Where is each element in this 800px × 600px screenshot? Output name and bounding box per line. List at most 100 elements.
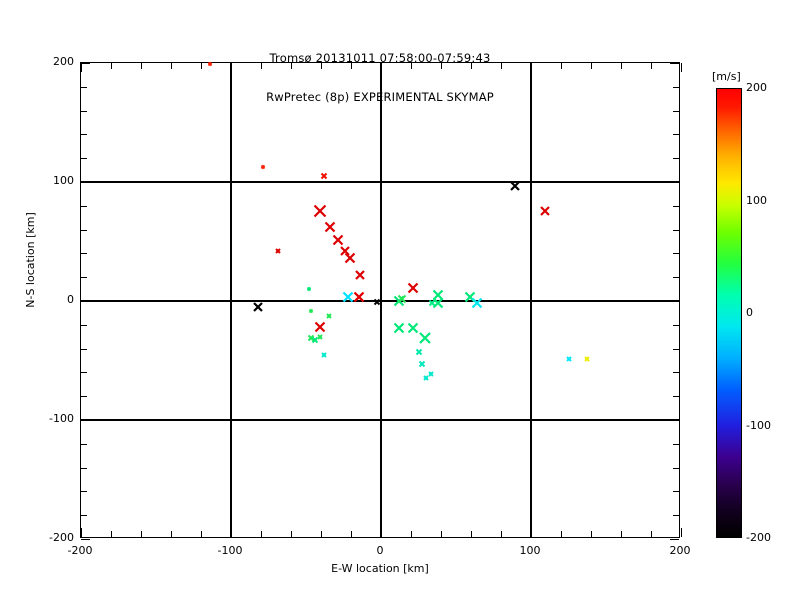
x-minor-tick xyxy=(651,63,652,69)
scatter-point xyxy=(321,351,327,358)
gridline-horizontal xyxy=(81,181,679,183)
scatter-point xyxy=(355,270,365,280)
scatter-point xyxy=(407,282,418,294)
y-major-tick xyxy=(81,301,90,302)
scatter-point xyxy=(428,300,436,307)
x-tick-label: 0 xyxy=(376,544,384,557)
y-tick-label: -100 xyxy=(49,412,74,425)
y-minor-tick xyxy=(81,491,87,493)
colorbar-unit-label: [m/s] xyxy=(712,70,741,83)
colorbar-tick-label: 0 xyxy=(746,306,753,319)
y-minor-tick xyxy=(673,205,679,207)
y-minor-tick xyxy=(81,229,87,231)
scatter-point xyxy=(393,323,405,334)
y-tick-label: 0 xyxy=(67,293,74,306)
x-minor-tick xyxy=(261,531,262,537)
scatter-point xyxy=(340,246,350,256)
x-axis-title: E-W location [km] xyxy=(331,562,429,575)
y-major-tick xyxy=(81,63,90,64)
scatter-point xyxy=(306,286,312,292)
x-tick-label: -200 xyxy=(67,544,93,557)
scatter-point xyxy=(583,356,590,363)
y-minor-tick xyxy=(81,158,87,160)
colorbar-tick-label: -100 xyxy=(746,418,771,432)
y-major-tick xyxy=(81,420,90,421)
scatter-point xyxy=(427,370,434,377)
x-major-tick xyxy=(531,63,532,72)
y-tick-label: -200 xyxy=(49,531,74,544)
y-minor-tick xyxy=(673,515,679,517)
plot-area[interactable] xyxy=(80,61,682,540)
x-minor-tick xyxy=(321,63,322,69)
x-major-tick xyxy=(81,528,82,537)
x-minor-tick xyxy=(561,63,562,69)
scatter-point xyxy=(314,321,325,333)
y-minor-tick xyxy=(673,110,679,112)
figure-title: Tromsø 20131011 07:58:00-07:59:43 RwPret… xyxy=(0,26,760,130)
x-major-tick xyxy=(231,63,232,72)
x-minor-tick xyxy=(141,63,142,69)
x-minor-tick xyxy=(171,63,172,69)
y-minor-tick xyxy=(81,110,87,112)
x-minor-tick xyxy=(471,531,472,537)
x-tick-label: 200 xyxy=(669,544,691,557)
x-minor-tick xyxy=(261,63,262,69)
gridline-horizontal xyxy=(81,300,679,302)
scatter-point xyxy=(320,172,328,180)
x-minor-tick xyxy=(141,531,142,537)
y-minor-tick xyxy=(81,205,87,207)
x-minor-tick xyxy=(621,63,622,69)
scatter-point xyxy=(325,313,332,320)
y-minor-tick xyxy=(673,372,679,374)
gridline-vertical xyxy=(380,63,382,537)
y-minor-tick xyxy=(673,86,679,88)
x-minor-tick xyxy=(651,531,652,537)
x-minor-tick xyxy=(291,531,292,537)
x-tick-label: -100 xyxy=(217,544,243,557)
y-minor-tick xyxy=(81,348,87,350)
y-minor-tick xyxy=(673,396,679,398)
colorbar-tick-label: -200 xyxy=(746,531,771,544)
scatter-point xyxy=(274,248,281,254)
x-major-tick xyxy=(231,528,232,537)
scatter-point xyxy=(432,289,444,301)
y-minor-tick xyxy=(81,515,87,517)
figure-title-line1: Tromsø 20131011 07:58:00-07:59:43 xyxy=(269,51,491,65)
x-major-tick xyxy=(681,63,682,72)
y-major-tick xyxy=(670,301,679,302)
scatter-point xyxy=(565,356,572,363)
y-minor-tick xyxy=(81,443,87,445)
scatter-point xyxy=(418,332,431,344)
x-minor-tick xyxy=(411,63,412,69)
x-minor-tick xyxy=(471,63,472,69)
y-minor-tick xyxy=(673,158,679,160)
y-minor-tick xyxy=(81,467,87,469)
scatter-point xyxy=(539,205,550,216)
x-minor-tick xyxy=(111,63,112,69)
scatter-point xyxy=(307,334,314,342)
y-minor-tick xyxy=(673,134,679,136)
x-minor-tick xyxy=(501,531,502,537)
x-minor-tick xyxy=(321,531,322,537)
y-major-tick xyxy=(670,182,679,183)
x-minor-tick xyxy=(201,63,202,69)
x-tick-label: 100 xyxy=(519,544,541,557)
x-minor-tick xyxy=(291,63,292,69)
y-minor-tick xyxy=(673,229,679,231)
x-minor-tick xyxy=(201,531,202,537)
x-minor-tick xyxy=(561,531,562,537)
x-minor-tick xyxy=(441,63,442,69)
y-minor-tick xyxy=(81,324,87,326)
y-minor-tick xyxy=(81,396,87,398)
y-minor-tick xyxy=(81,277,87,279)
y-tick-label: 200 xyxy=(53,55,74,68)
y-tick-label: 100 xyxy=(53,174,74,187)
y-minor-tick xyxy=(673,491,679,493)
x-minor-tick xyxy=(111,531,112,537)
x-minor-tick xyxy=(351,531,352,537)
y-minor-tick xyxy=(81,86,87,88)
x-major-tick xyxy=(381,528,382,537)
gridline-vertical xyxy=(530,63,532,537)
scatter-point xyxy=(344,252,355,264)
